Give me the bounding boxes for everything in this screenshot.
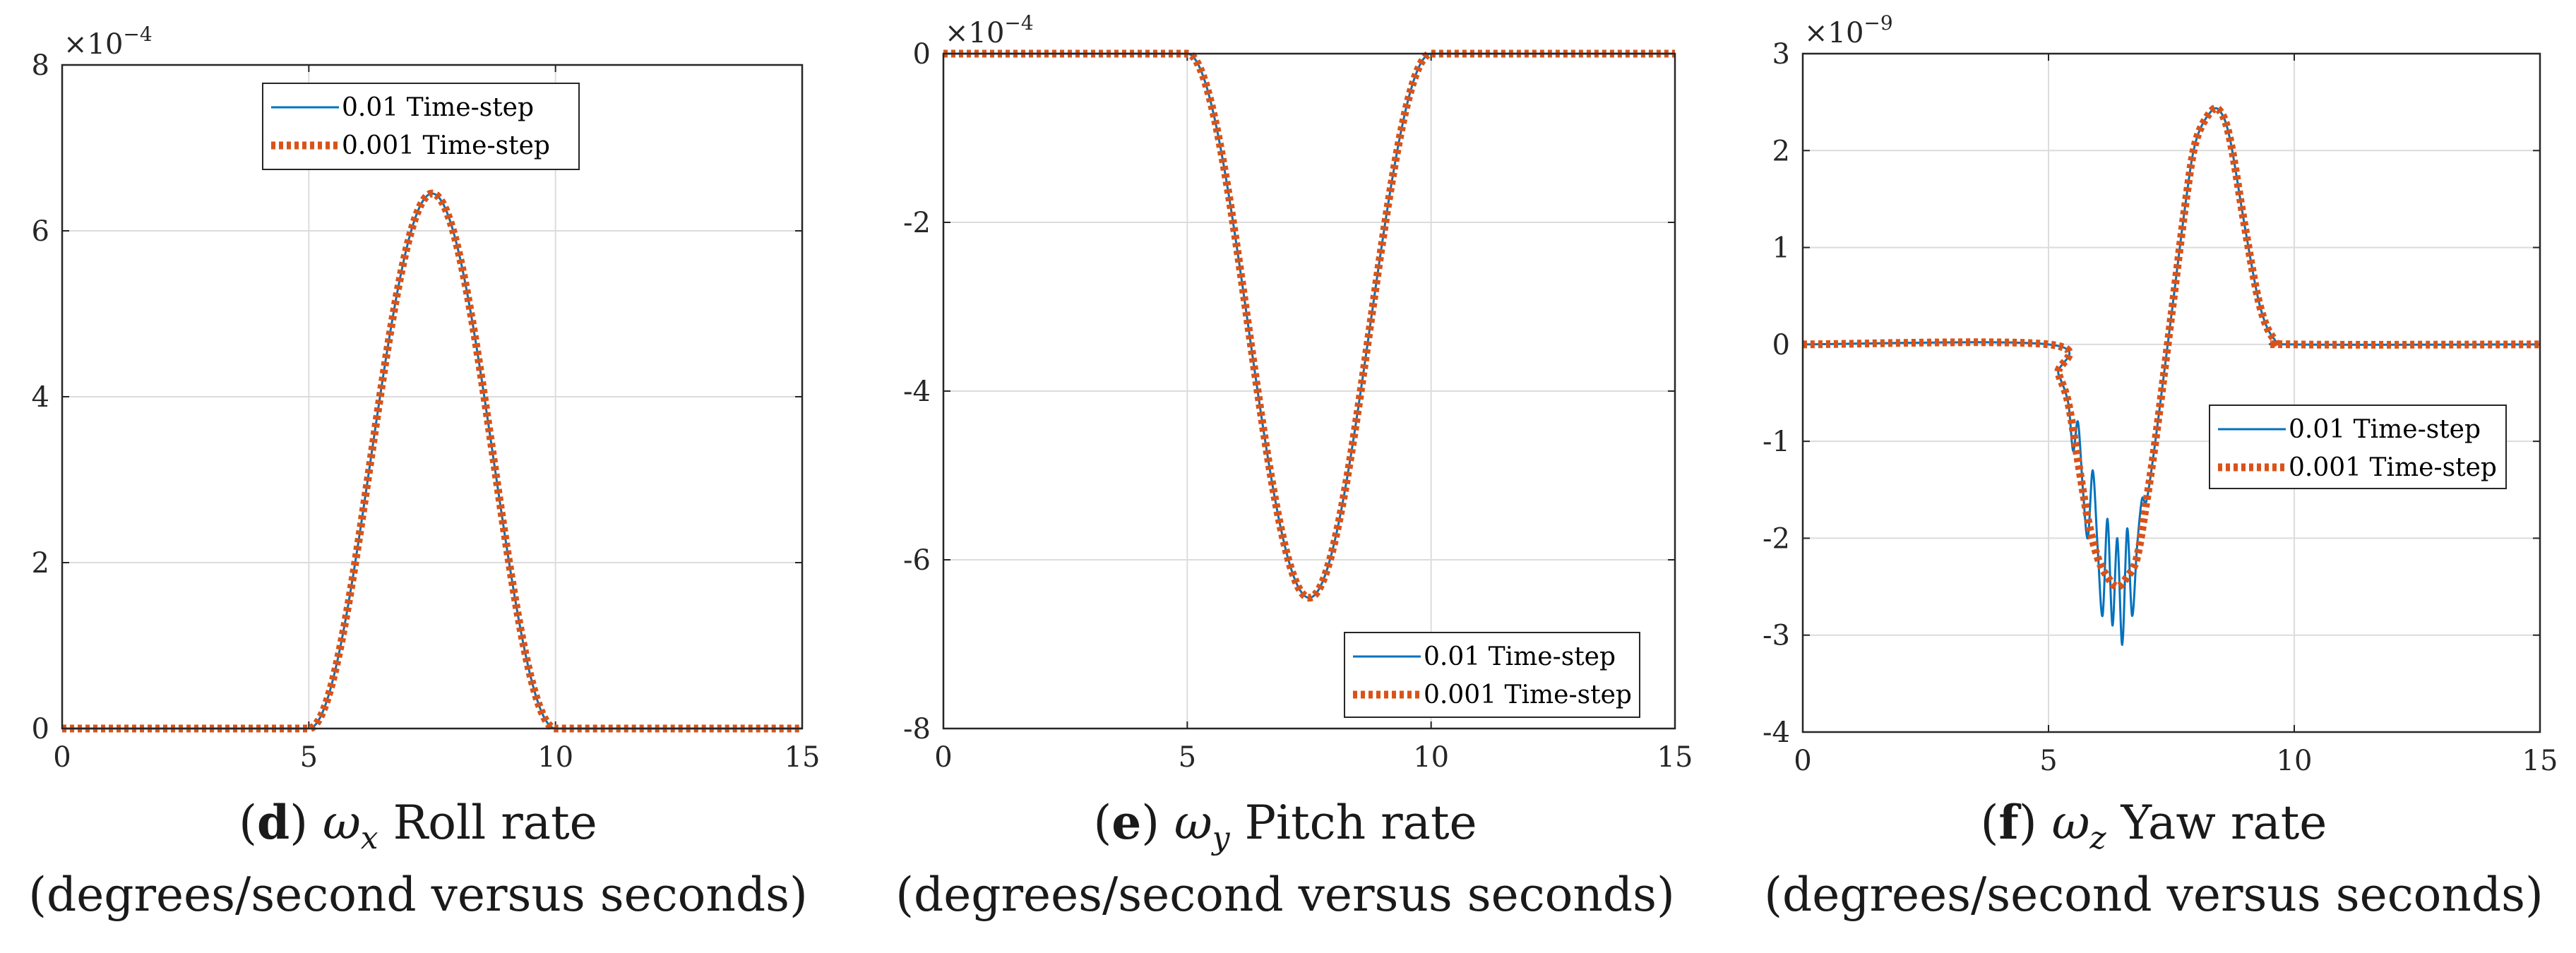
axes-frame [1801,52,2541,733]
y-tick-label: 2 [32,547,49,580]
axes-frame [942,52,1676,730]
caption-subtitle: (degrees/second versus seconds) [895,868,1675,922]
legend: 0.01 Time-step 0.001 Time-step [2209,404,2507,489]
y-tick-label: 6 [32,215,49,248]
legend: 0.01 Time-step 0.001 Time-step [1344,632,1640,718]
y-tick-label: -4 [903,376,931,408]
legend-label: 0.001 Time-step [2289,453,2497,482]
y-tick-label: -6 [903,544,931,577]
x-tick-label: 10 [537,741,573,774]
x-tick-label: 5 [1179,741,1196,774]
y-tick-label: 0 [913,38,931,71]
y-exponent-label: ×10−4 [945,11,1034,49]
y-exponent-label: ×10−4 [64,23,153,61]
y-tick-label: 4 [32,381,49,414]
y-tick-label: 3 [1772,38,1790,71]
x-tick-label: 15 [785,741,821,774]
legend-label: 0.001 Time-step [342,131,550,160]
caption-subtitle: (degrees/second versus seconds) [1764,868,2544,922]
x-tick-label: 10 [2277,745,2313,777]
y-tick-label: -1 [1763,426,1790,458]
x-tick-label: 0 [53,741,71,774]
legend-box [262,83,580,170]
chart-panel-d: 0 5 10 15 0 2 4 6 8 ×10−4 0.01 Time-step 0.001 Time… [28,23,820,922]
x-tick-label: 0 [1794,745,1811,777]
caption-title: (d) ωx Roll rate [239,795,597,856]
y-tick-label: -3 [1763,620,1790,652]
x-tick-label: 15 [2522,745,2558,777]
x-tick-label: 5 [300,741,318,774]
series-line-fine [943,49,1675,602]
y-tick-label: 2 [1772,135,1790,167]
chart-panel-e: 0 5 10 15 -8 -6 -4 -2 0 ×10−4 0.01 Time-step 0.001 … [895,11,1693,922]
y-tick-label: 0 [32,713,49,745]
x-tick-label: 15 [1657,741,1693,774]
y-tick-label: 0 [1772,329,1790,361]
caption-title: (e) ωy Pitch rate [1093,795,1477,856]
legend-label: 0.01 Time-step [342,93,534,122]
legend-box [2209,404,2507,489]
legend: 0.01 Time-step 0.001 Time-step [262,83,580,170]
y-tick-label: -4 [1763,717,1790,749]
caption-subtitle: (degrees/second versus seconds) [28,868,808,922]
y-exponent-label: ×10−9 [1804,11,1893,49]
legend-box [1344,632,1640,718]
x-tick-label: 10 [1413,741,1449,774]
y-tick-label: -8 [903,713,931,745]
legend-label: 0.01 Time-step [1424,642,1616,671]
x-tick-label: 5 [2039,745,2057,777]
y-tick-label: -2 [1763,522,1790,555]
y-tick-label: 1 [1772,232,1790,265]
y-tick-label: 8 [32,49,49,82]
x-tick-label: 0 [934,741,952,774]
caption-title: (f) ωz Yaw rate [1981,795,2327,856]
axes-frame [61,64,804,730]
legend-label: 0.01 Time-step [2289,415,2481,444]
legend-label: 0.001 Time-step [1424,681,1632,709]
y-tick-label: -2 [903,207,931,239]
plot-area [1803,54,2540,732]
series-line-fine [62,189,802,733]
